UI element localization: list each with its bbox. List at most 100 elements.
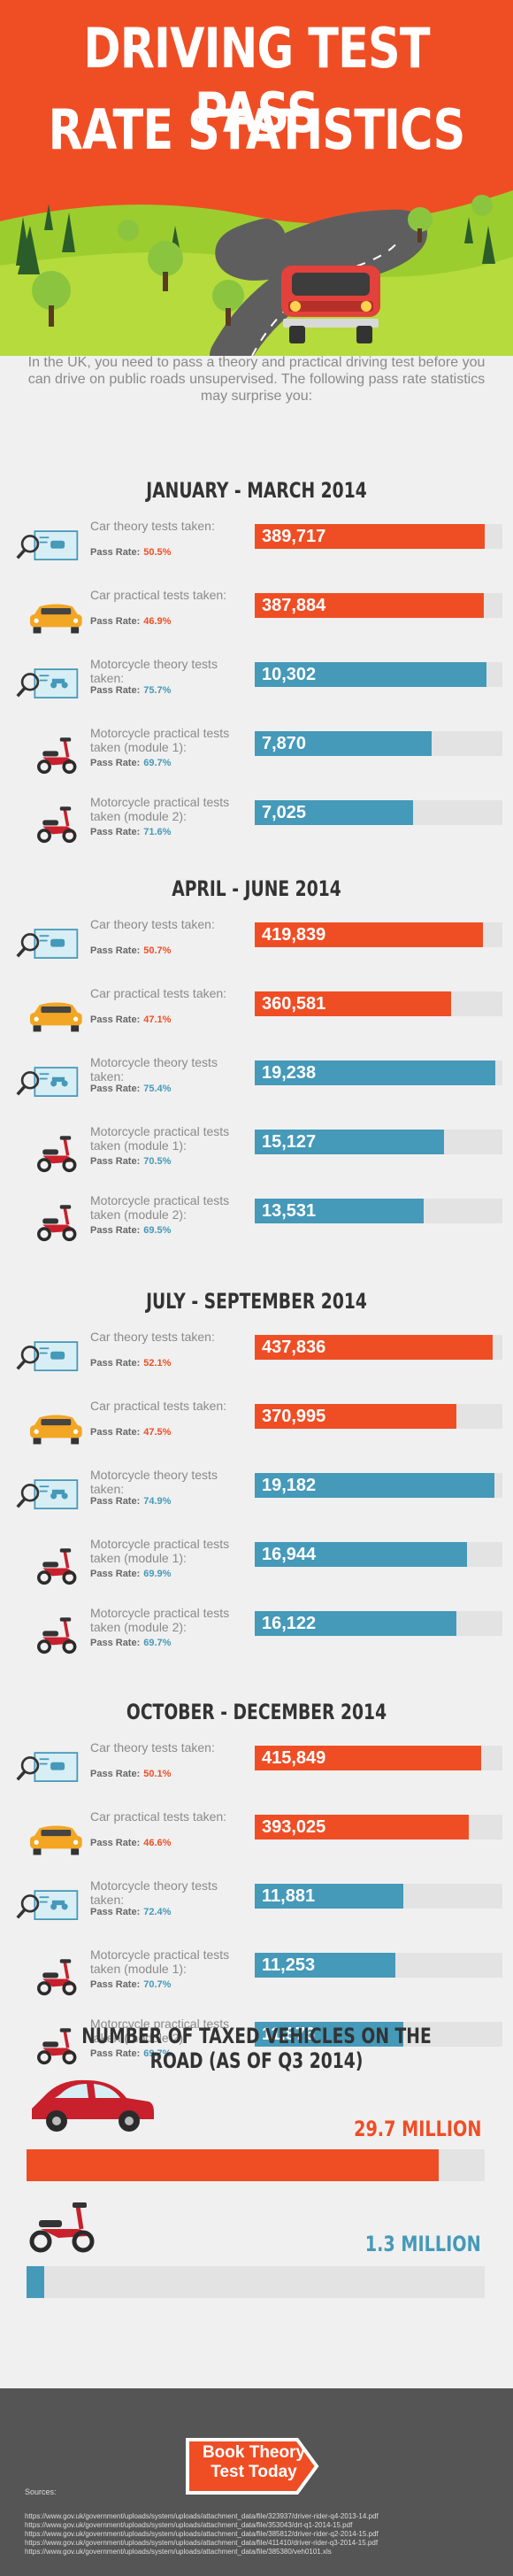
row-label: Motorcycle theory tests taken: (90, 657, 218, 685)
bar: 389,717 (255, 524, 485, 549)
pass-rate: Pass Rate: 72.4% (90, 1907, 249, 1917)
pass-rate-label: Pass Rate: (90, 616, 141, 627)
source-link[interactable]: https://www.gov.uk/government/uploads/sy… (25, 2548, 332, 2556)
row-label: Motorcycle practical tests taken (module… (90, 795, 230, 823)
row-label: Motorcycle practical tests taken (module… (90, 1606, 230, 1634)
bar-value-label: 11,881 (262, 1886, 316, 1906)
bar-track: 389,717 (255, 524, 502, 549)
pass-rate: Pass Rate: 69.9% (90, 1569, 249, 1579)
car-practical-row: Car practical tests taken: Pass Rate: 46.6… (0, 1806, 513, 1868)
pass-rate: Pass Rate: 52.1% (90, 1358, 249, 1369)
pass-rate-value: 74.9% (143, 1496, 172, 1507)
pass-rate: Pass Rate: 75.4% (90, 1084, 249, 1094)
section-title: APRIL - JUNE 2014 (172, 876, 341, 901)
pass-rate-label: Pass Rate: (90, 1838, 141, 1848)
row-label: Motorcycle practical tests taken (module… (90, 1537, 230, 1565)
scooter-icon (29, 2202, 95, 2253)
bar: 11,881 (255, 1884, 403, 1909)
pass-rate-label: Pass Rate: (90, 1225, 141, 1236)
pass-rate: Pass Rate: 47.1% (90, 1014, 249, 1025)
bar-track: 11,876 (255, 2022, 502, 2047)
motorcycle-practical-icon (37, 737, 77, 775)
bar-value-label: 11,253 (262, 1955, 316, 1975)
motorcycles-bar (27, 2266, 45, 2298)
brand-logo[interactable]: Book Theory Test Today (184, 2433, 324, 2500)
motorcycle-practical-module2-row: Motorcycle practical tests taken (module… (0, 2013, 513, 2075)
bar-value-label: 370,995 (262, 1407, 326, 1426)
row-label: Motorcycle practical tests taken (module… (90, 726, 230, 754)
pass-rate-value: 75.4% (143, 1084, 172, 1094)
row-label: Car theory tests taken: (90, 1330, 215, 1344)
bar-value-label: 19,182 (262, 1476, 317, 1495)
source-link[interactable]: https://www.gov.uk/government/uploads/sy… (25, 2539, 379, 2547)
pass-rate: Pass Rate: 50.7% (90, 945, 249, 956)
pass-rate-label: Pass Rate: (90, 1769, 141, 1779)
car-practical-icon (30, 1415, 82, 1445)
section-title: JULY - SEPTEMBER 2014 (146, 1289, 367, 1314)
motorcycle-theory-row: Motorcycle theory tests taken: Pass Rate:… (0, 1464, 513, 1526)
pass-rate-value: 71.6% (143, 827, 172, 837)
bar-track: 11,881 (255, 1884, 502, 1909)
bar-track: 437,836 (255, 1335, 502, 1360)
source-link[interactable]: https://www.gov.uk/government/uploads/sy… (25, 2512, 379, 2520)
pass-rate-label: Pass Rate: (90, 1907, 141, 1917)
intro-text: In the UK, you need to pass a theory and… (27, 355, 486, 404)
bar-track: 16,944 (255, 1542, 502, 1567)
bar-value-label: 389,717 (262, 527, 326, 546)
pass-rate-label: Pass Rate: (90, 1358, 141, 1369)
car-practical-icon (30, 1002, 82, 1032)
bar-track: 387,884 (255, 593, 502, 618)
car-theory-row: Car theory tests taken: Pass Rate: 52.1% 43… (0, 1326, 513, 1388)
bar-value-label: 419,839 (262, 925, 326, 945)
motorcycle-theory-row: Motorcycle theory tests taken: Pass Rate:… (0, 1052, 513, 1114)
car-practical-icon (30, 1825, 82, 1855)
bar: 415,849 (255, 1746, 481, 1770)
bar: 11,876 (255, 2022, 403, 2047)
pass-rate-value: 69.5% (143, 1225, 172, 1236)
pass-rate-value: 69.7% (143, 2048, 172, 2059)
pass-rate-value: 69.7% (143, 1638, 172, 1648)
bar-value-label: 19,238 (262, 1063, 317, 1083)
pass-rate-label: Pass Rate: (90, 1979, 141, 1990)
car-theory-icon (16, 1341, 79, 1371)
car-practical-row: Car practical tests taken: Pass Rate: 46.9… (0, 584, 513, 646)
cars-value: 29.7 MILLION (353, 2117, 481, 2141)
page-title-line2: RATE STATISTICS (48, 97, 466, 162)
bar-track: 19,182 (255, 1473, 502, 1498)
bar-track: 15,127 (255, 1130, 502, 1154)
car-practical-row: Car practical tests taken: Pass Rate: 47.1… (0, 983, 513, 1045)
bar-track: 415,849 (255, 1746, 502, 1770)
pass-rate-value: 50.1% (143, 1769, 172, 1779)
pass-rate-label: Pass Rate: (90, 2048, 141, 2059)
pass-rate: Pass Rate: 69.5% (90, 1225, 249, 1236)
pass-rate-label: Pass Rate: (90, 685, 141, 696)
pass-rate-label: Pass Rate: (90, 1638, 141, 1648)
car-theory-icon (16, 1752, 79, 1782)
motorcycle-practical-module1-row: Motorcycle practical tests taken (module… (0, 1533, 513, 1595)
row-label: Car practical tests taken: (90, 588, 227, 602)
pass-rate-label: Pass Rate: (90, 1156, 141, 1167)
pass-rate-label: Pass Rate: (90, 1084, 141, 1094)
pass-rate: Pass Rate: 69.7% (90, 2048, 249, 2059)
car-theory-row: Car theory tests taken: Pass Rate: 50.5% 38… (0, 515, 513, 577)
bar-value-label: 387,884 (262, 596, 326, 615)
row-label: Car theory tests taken: (90, 1740, 215, 1755)
cars-bar-track (27, 2149, 485, 2181)
bar: 11,253 (255, 1953, 396, 1978)
pass-rate-label: Pass Rate: (90, 1427, 141, 1438)
row-label: Motorcycle theory tests taken: (90, 1468, 218, 1496)
source-link[interactable]: https://www.gov.uk/government/uploads/sy… (25, 2521, 353, 2529)
source-link[interactable]: https://www.gov.uk/government/uploads/sy… (25, 2530, 379, 2538)
motorcycle-theory-icon (16, 668, 79, 699)
motorcycle-practical-module1-row: Motorcycle practical tests taken (module… (0, 1944, 513, 2006)
motorcycle-practical-module1-row: Motorcycle practical tests taken (module… (0, 722, 513, 784)
motorcycle-practical-module2-row: Motorcycle practical tests taken (module… (0, 791, 513, 853)
bar: 19,238 (255, 1060, 496, 1085)
bar: 16,944 (255, 1542, 467, 1567)
car-theory-icon (16, 530, 79, 561)
pass-rate-value: 50.7% (143, 945, 172, 956)
pass-rate-value: 70.5% (143, 1156, 172, 1167)
bar-value-label: 16,944 (262, 1545, 317, 1564)
bar-track: 393,025 (255, 1815, 502, 1839)
motorcycle-practical-icon (37, 1205, 77, 1242)
